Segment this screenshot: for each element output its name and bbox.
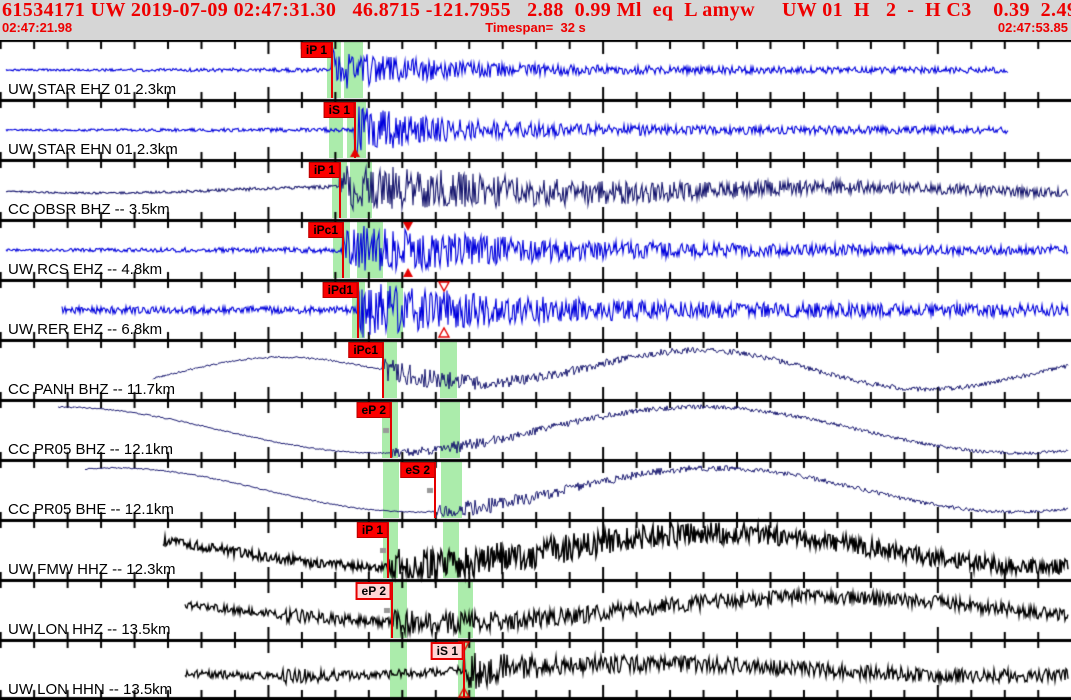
pick-line[interactable] [391, 582, 393, 638]
station-label[interactable]: CC PANH BHZ -- 11.7km [8, 381, 175, 398]
station-label[interactable]: UW FMW HHZ -- 12.3km [8, 561, 176, 578]
pick-line[interactable] [342, 222, 344, 278]
pick-flag[interactable]: iP 1 [308, 162, 340, 178]
window-start-time: 02:47:21.98 [2, 20, 73, 35]
pick-line[interactable] [357, 282, 359, 338]
pick-flag[interactable]: iS 1 [323, 102, 355, 118]
pick-flag[interactable]: eP 2 [356, 402, 391, 418]
pick-flag[interactable]: eP 2 [355, 582, 392, 600]
station-label[interactable]: UW STAR EHZ 01 2.3km [8, 81, 177, 98]
station-label[interactable]: UW LON HHN -- 13.5km [8, 681, 173, 698]
time-axis-header: 02:47:21.98 Timespan= 32 s 02:47:53.85 [0, 20, 1071, 37]
pick-flag[interactable]: iP 1 [356, 522, 388, 538]
station-label[interactable]: CC PR05 BHE -- 12.1km [8, 501, 174, 518]
pick-flag[interactable]: iS 1 [430, 642, 464, 660]
pick-line[interactable] [339, 162, 341, 218]
pick-flag[interactable]: iP 1 [300, 42, 332, 58]
pick-line[interactable] [390, 402, 392, 458]
pick-line[interactable] [387, 522, 389, 578]
pick-flag[interactable]: iPc1 [308, 222, 343, 238]
pick-flag[interactable]: eS 2 [400, 462, 435, 478]
station-label[interactable]: CC OBSR BHZ -- 3.5km [8, 201, 170, 218]
pick-line[interactable] [331, 42, 333, 98]
timespan-label: Timespan= 32 s [485, 20, 586, 35]
station-label[interactable]: UW RER EHZ -- 6.8km [8, 321, 163, 338]
event-summary-header: 61534171 UW 2019-07-09 02:47:31.30 46.87… [2, 0, 1071, 21]
pick-flag[interactable]: iPc1 [348, 342, 383, 358]
waveform-display[interactable] [0, 40, 1071, 700]
pick-line[interactable] [463, 642, 465, 698]
window-end-time: 02:47:53.85 [997, 20, 1068, 35]
station-label[interactable]: UW LON HHZ -- 13.5km [8, 621, 171, 638]
trace-area: UW STAR EHZ 01 2.3km iP 1 UW STAR EHN 01 2… [0, 40, 1071, 700]
pick-line[interactable] [434, 462, 436, 518]
station-label[interactable]: UW RCS EHZ -- 4.8km [8, 261, 163, 278]
pick-line[interactable] [354, 102, 356, 158]
pick-line[interactable] [382, 342, 384, 398]
pick-flag[interactable]: iPd1 [322, 282, 358, 298]
station-label[interactable]: UW STAR EHN 01 2.3km [8, 141, 178, 158]
station-label[interactable]: CC PR05 BHZ -- 12.1km [8, 441, 174, 458]
